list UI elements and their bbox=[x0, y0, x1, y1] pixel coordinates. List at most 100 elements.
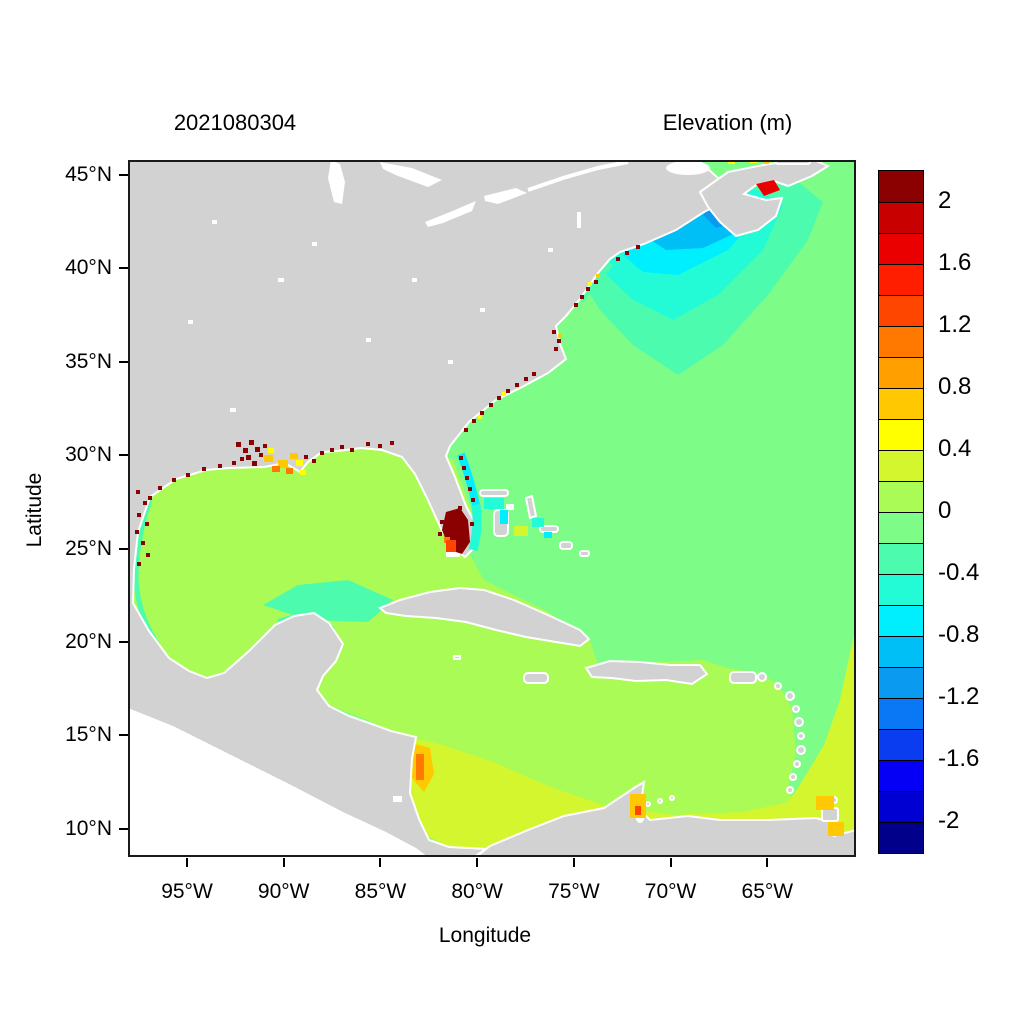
colorbar-tick-label: -1.2 bbox=[938, 683, 980, 710]
y-tick-mark bbox=[119, 734, 128, 737]
elevation-map bbox=[128, 160, 856, 857]
x-axis-label: Longitude bbox=[438, 924, 532, 947]
colorbar-cell bbox=[879, 202, 923, 233]
y-tick-mark bbox=[119, 641, 128, 643]
x-tick-mark bbox=[476, 858, 479, 867]
y-tick-label: 30°N bbox=[65, 443, 112, 467]
plot-date-title: 2021080304 bbox=[173, 110, 297, 135]
colorbar-cell bbox=[879, 512, 923, 543]
x-tick-mark bbox=[572, 858, 575, 867]
colorbar-cell-divider bbox=[879, 202, 923, 203]
colorbar-cell-divider bbox=[879, 822, 923, 823]
map-region-south-florida-anomaly bbox=[438, 456, 475, 554]
colorbar-cell bbox=[879, 450, 923, 481]
colorbar-cell bbox=[879, 729, 923, 760]
colorbar-cell bbox=[879, 264, 923, 295]
colorbar-cell bbox=[879, 326, 923, 357]
colorbar-cell-divider bbox=[879, 636, 923, 637]
colorbar-tick-label: 0 bbox=[938, 497, 952, 524]
colorbar-cell bbox=[879, 388, 923, 419]
y-tick-label: 10°N bbox=[65, 816, 112, 840]
x-tick-mark bbox=[186, 858, 188, 867]
colorbar-tick-label: 0.8 bbox=[938, 373, 972, 400]
y-axis-label: Latitude bbox=[23, 472, 46, 548]
map-region-bahamas-patches bbox=[484, 498, 552, 538]
colorbar-cell-divider bbox=[879, 512, 923, 513]
map-region-pacific-nodata bbox=[128, 708, 428, 857]
colorbar-cell-divider bbox=[879, 481, 923, 482]
colorbar-cell bbox=[879, 636, 923, 667]
y-tick-label: 45°N bbox=[65, 163, 112, 186]
y-tick-mark bbox=[119, 360, 128, 363]
colorbar-cell bbox=[879, 481, 923, 512]
map-region-gulf-coast-speckles bbox=[135, 440, 394, 566]
colorbar-cell bbox=[879, 667, 923, 698]
colorbar-cell bbox=[879, 822, 923, 853]
colorbar-cell bbox=[879, 357, 923, 388]
colorbar-tick-label: -0.8 bbox=[938, 621, 980, 648]
x-tick-mark bbox=[379, 858, 382, 867]
map-region-gulf-and-caribbean bbox=[128, 432, 834, 852]
colorbar-cell-divider bbox=[879, 729, 923, 730]
colorbar-cell-divider bbox=[879, 295, 923, 296]
x-tick-label: 65°W bbox=[741, 880, 794, 903]
y-tick-label: 35°N bbox=[65, 349, 112, 373]
colorbar-cell-divider bbox=[879, 667, 923, 668]
colorbar-title: Elevation (m) bbox=[662, 110, 793, 135]
map-region-east-coast-speckles bbox=[464, 245, 640, 432]
colorbar bbox=[878, 170, 924, 854]
map-plot-area bbox=[128, 160, 856, 857]
x-tick-label: 70°W bbox=[644, 880, 697, 903]
y-tick-label: 40°N bbox=[65, 256, 112, 280]
colorbar-cell bbox=[879, 698, 923, 729]
colorbar-cell-divider bbox=[879, 543, 923, 544]
x-tick-label: 90°W bbox=[257, 880, 310, 903]
colorbar-cell-divider bbox=[879, 264, 923, 265]
x-tick-mark bbox=[766, 858, 769, 867]
x-tick-label: 85°W bbox=[354, 880, 407, 903]
colorbar-cell bbox=[879, 760, 923, 791]
colorbar-cell-divider bbox=[879, 574, 923, 575]
colorbar-tick-label: 2 bbox=[938, 187, 952, 214]
colorbar-cell bbox=[879, 171, 923, 202]
y-tick-label: 25°N bbox=[65, 536, 112, 560]
colorbar-tick-label: 1.6 bbox=[938, 249, 972, 276]
colorbar-cell bbox=[879, 574, 923, 605]
x-tick-mark bbox=[669, 858, 672, 867]
colorbar-cell-divider bbox=[879, 233, 923, 234]
colorbar-tick-label: -1.6 bbox=[938, 745, 980, 772]
colorbar-cell bbox=[879, 605, 923, 636]
colorbar-cell-divider bbox=[879, 419, 923, 420]
x-tick-label: 95°W bbox=[161, 880, 213, 903]
y-tick-mark bbox=[119, 454, 128, 457]
map-region-venezuela-patches bbox=[630, 794, 844, 836]
colorbar-cell-divider bbox=[879, 698, 923, 699]
y-tick-mark bbox=[119, 547, 128, 550]
colorbar-cell-divider bbox=[879, 605, 923, 606]
colorbar-tick-label: 0.4 bbox=[938, 435, 972, 462]
colorbar-tick-label: -0.4 bbox=[938, 559, 980, 586]
colorbar-cell bbox=[879, 233, 923, 264]
y-tick-mark bbox=[119, 174, 128, 176]
colorbar-cell bbox=[879, 791, 923, 822]
great-lakes bbox=[188, 160, 710, 802]
y-tick-mark bbox=[119, 827, 128, 830]
map-region-nicaragua-patch bbox=[408, 742, 434, 792]
x-tick-label: 80°W bbox=[451, 880, 503, 903]
x-tick-mark bbox=[282, 858, 285, 867]
colorbar-cell-divider bbox=[879, 388, 923, 389]
colorbar-cell-divider bbox=[879, 791, 923, 792]
colorbar-cell bbox=[879, 543, 923, 574]
plot-frame bbox=[128, 160, 856, 857]
colorbar-cell-divider bbox=[879, 357, 923, 358]
y-tick-mark bbox=[119, 267, 128, 270]
colorbar-cell-divider bbox=[879, 760, 923, 761]
colorbar-cell-divider bbox=[879, 450, 923, 451]
colorbar-tick-label: 1.2 bbox=[938, 311, 972, 338]
colorbar-cell bbox=[879, 295, 923, 326]
colorbar-cell bbox=[879, 419, 923, 450]
x-tick-label: 75°W bbox=[548, 880, 600, 903]
colorbar-tick-label: -2 bbox=[938, 807, 960, 834]
colorbar-cell-divider bbox=[879, 326, 923, 327]
